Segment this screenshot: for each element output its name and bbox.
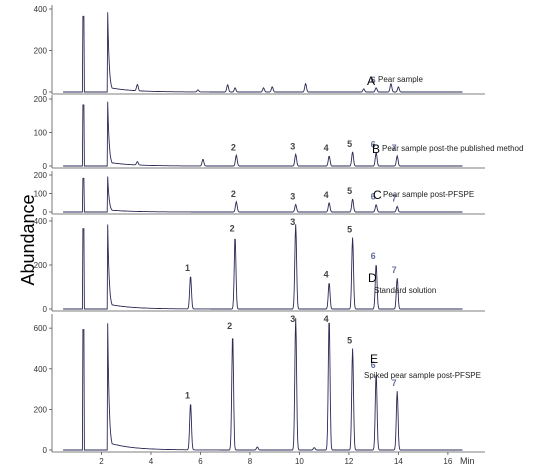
panel-description: Standard solution (374, 286, 436, 295)
panel-letter: C (373, 188, 382, 202)
x-tick-label: 8 (248, 457, 253, 466)
panel-letter: B (372, 142, 380, 156)
panel-description: Pear sample post-the published method (382, 144, 523, 153)
peak-label-7: 7 (392, 143, 397, 153)
chromatogram-trace (63, 12, 463, 93)
y-axis-label: Abundance (18, 194, 38, 285)
panel-b: 0 100 200 2 3 4 5 6 7 B Pear sample post-the publi… (34, 95, 523, 171)
y-tick-label: 100 (34, 190, 48, 199)
panel-description: Pear sample (378, 75, 423, 84)
panel-letter: D (368, 271, 377, 285)
y-tick-label: 200 (34, 405, 48, 414)
y-tick-label: 600 (34, 324, 48, 333)
y-tick-label: 200 (34, 47, 48, 56)
peak-label-3: 3 (290, 192, 295, 202)
peak-label-5: 5 (347, 225, 352, 235)
peak-label-5: 5 (347, 186, 352, 196)
y-tick-label: 0 (43, 208, 48, 217)
y-tick-label: 400 (34, 365, 48, 374)
y-tick-label: 400 (34, 217, 48, 226)
x-tick-label: 12 (344, 457, 353, 466)
peak-label-4: 4 (324, 270, 329, 280)
chromatogram-trace (63, 317, 463, 451)
peak-label-4: 4 (324, 314, 329, 324)
x-tick-label: 14 (394, 457, 403, 466)
peak-label-1: 1 (185, 390, 190, 400)
peak-label-1: 1 (185, 263, 190, 273)
peak-label-7: 7 (392, 378, 397, 388)
x-tick-label: 6 (198, 457, 203, 466)
panel-description: Spiked pear sample post-PFSPE (364, 371, 481, 380)
panel-description: Pear sample post-PFSPE (383, 190, 474, 199)
y-tick-label: 200 (34, 95, 48, 104)
panel-c: 0 100 200 2 3 4 5 6 7C Pear sample post-PFSPE (34, 171, 485, 217)
y-tick-label: 100 (34, 129, 48, 138)
peak-label-2: 2 (231, 189, 236, 199)
peak-label-6: 6 (371, 251, 376, 261)
peak-label-5: 5 (347, 139, 352, 149)
peak-label-2: 2 (227, 321, 232, 331)
peak-label-6: 6 (371, 192, 376, 202)
peak-label-4: 4 (324, 143, 329, 153)
peak-label-6: 6 (371, 140, 376, 150)
peak-label-7: 7 (392, 193, 397, 203)
y-tick-label: 400 (34, 5, 48, 14)
chromatogram-trace (63, 176, 463, 213)
x-axis-unit: Min (460, 456, 475, 466)
x-tick-label: 2 (99, 457, 104, 466)
x-axis: 2 4 6 8 10 12 14 16 Min (99, 452, 475, 466)
peak-label-3: 3 (290, 217, 295, 227)
y-tick-label: 0 (43, 88, 48, 97)
panel-e: 0 200 400 600 1 2 3 4 5 6 7 E Spiked pear sample pos… (34, 314, 485, 455)
peak-label-3: 3 (290, 314, 295, 324)
peak-label-5: 5 (347, 335, 352, 345)
y-tick-label: 200 (34, 171, 48, 180)
peak-label-2: 2 (231, 142, 236, 152)
y-tick-label: 0 (43, 305, 48, 314)
y-tick-label: 0 (43, 162, 48, 171)
chromatogram-trace (63, 224, 463, 310)
peak-label-6: 6 (371, 75, 376, 85)
panel-a: 0 200 400 6A Pear sample (34, 5, 485, 97)
chromatogram-trace (63, 101, 463, 167)
peak-label-4: 4 (324, 190, 329, 200)
peak-label-3: 3 (290, 141, 295, 151)
x-tick-label: 10 (295, 457, 304, 466)
x-tick-label: 16 (443, 457, 452, 466)
panel-letter: A (367, 74, 375, 88)
peak-label-2: 2 (230, 223, 235, 233)
y-tick-label: 200 (34, 261, 48, 270)
panel-letter: E (370, 352, 378, 366)
peak-label-7: 7 (392, 265, 397, 275)
y-tick-label: 0 (43, 446, 48, 455)
x-tick-label: 4 (149, 457, 154, 466)
peak-label-6: 6 (371, 360, 376, 370)
